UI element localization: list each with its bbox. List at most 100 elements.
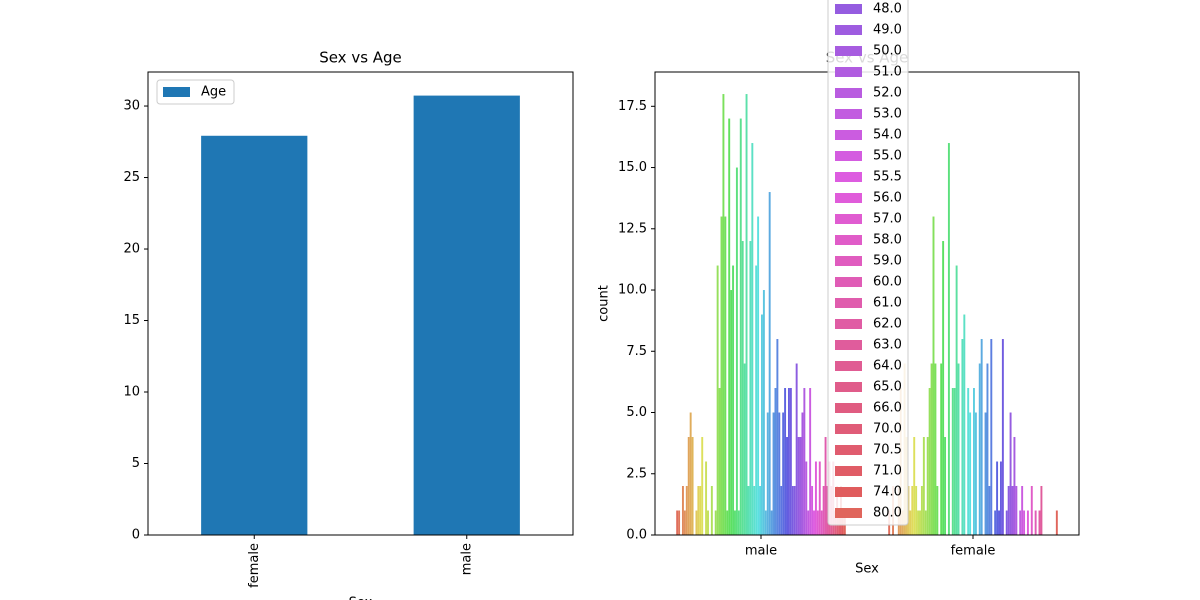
bar	[1001, 339, 1004, 535]
legend-swatch	[835, 466, 862, 476]
bar	[990, 339, 993, 535]
legend-label: 65.0	[873, 380, 902, 395]
bar	[967, 388, 970, 535]
legend-label: 51.0	[873, 65, 902, 80]
y-tick-label: 20	[123, 242, 140, 257]
bar	[743, 363, 746, 535]
bar	[814, 461, 817, 535]
bar	[764, 510, 767, 535]
bar	[687, 437, 690, 535]
legend-label: 59.0	[873, 254, 902, 269]
bar	[732, 265, 735, 535]
bar	[762, 290, 765, 535]
legend: Age	[156, 79, 235, 105]
bar	[961, 339, 964, 535]
bar	[724, 216, 727, 535]
y-tick-label: 12.5	[618, 221, 647, 236]
bar	[996, 461, 999, 535]
y-tick-label: 30	[123, 99, 140, 114]
bar	[776, 339, 779, 535]
bar	[944, 437, 947, 535]
bar	[707, 510, 709, 535]
bar	[201, 135, 308, 535]
bar	[787, 388, 790, 535]
y-tick-label: 0.0	[626, 528, 647, 543]
bar	[986, 363, 989, 535]
bar	[689, 412, 692, 535]
x-tick-label: male	[745, 544, 777, 559]
legend-swatch	[835, 382, 862, 392]
bar	[1040, 486, 1043, 535]
legend-swatch	[835, 67, 862, 77]
legend-label: Age	[201, 85, 226, 100]
bar	[926, 437, 929, 535]
bar	[749, 241, 752, 536]
bar	[705, 461, 708, 535]
legend-label: 48.0	[873, 2, 902, 17]
bar	[1030, 486, 1033, 535]
bar	[955, 265, 958, 535]
x-axis-label: Sex	[349, 596, 373, 600]
bar	[759, 486, 761, 535]
legend-swatch	[835, 340, 862, 350]
bar	[934, 363, 937, 535]
bar	[786, 437, 788, 535]
bar	[699, 486, 702, 535]
bar	[757, 216, 760, 535]
legend-swatch	[835, 508, 862, 518]
y-tick-label: 15	[123, 313, 140, 328]
legend-swatch	[835, 130, 862, 140]
bar	[909, 510, 912, 535]
legend-swatch	[163, 87, 190, 97]
bar	[930, 363, 933, 535]
bar	[1011, 486, 1014, 535]
legend-swatch	[835, 277, 862, 287]
bar	[1055, 510, 1058, 535]
legend: 48.0 49.0 50.0 51.0 52.0 53.0 54.0 55.0 55.5 56.0…	[827, 0, 909, 526]
legend-swatch	[835, 361, 862, 371]
axes-frame	[147, 71, 574, 536]
legend-label: 54.0	[873, 128, 902, 143]
bar	[809, 388, 812, 535]
bar	[1013, 437, 1016, 535]
bar	[766, 412, 769, 535]
subplot: 0 5 10 15 20 25 30 female male Sex vs Age Sex Age	[123, 49, 574, 600]
bar	[755, 265, 758, 535]
legend-label: 71.0	[873, 464, 902, 479]
legend-label: 66.0	[873, 401, 902, 416]
bar	[1034, 510, 1037, 535]
legend-swatch	[835, 235, 862, 245]
y-tick-label: 15.0	[618, 160, 647, 175]
bar	[681, 486, 684, 535]
legend-swatch	[835, 487, 862, 497]
bar	[685, 486, 688, 535]
legend-label: 62.0	[873, 317, 902, 332]
legend-swatch	[835, 109, 862, 119]
legend-label: 49.0	[873, 23, 902, 38]
bar	[942, 241, 945, 536]
legend-label: 61.0	[873, 296, 902, 311]
bar	[799, 437, 802, 535]
bar	[820, 510, 823, 535]
bar	[957, 363, 960, 535]
bar	[928, 388, 931, 535]
legend-label: 56.0	[873, 191, 902, 206]
bar	[726, 510, 729, 535]
bar	[678, 510, 681, 535]
chart-title: Sex vs Age	[319, 49, 402, 67]
bar	[920, 486, 923, 535]
bar	[691, 437, 694, 535]
bar	[1038, 510, 1041, 535]
legend-label: 74.0	[873, 485, 902, 500]
bar	[826, 486, 829, 535]
bar	[676, 510, 679, 535]
bar	[816, 510, 819, 535]
bar	[722, 94, 725, 536]
legend-swatch	[835, 88, 862, 98]
bar	[813, 510, 815, 535]
y-tick-label: 2.5	[626, 466, 647, 481]
legend-swatch	[835, 172, 862, 182]
bar	[980, 339, 983, 535]
bar	[795, 363, 798, 535]
